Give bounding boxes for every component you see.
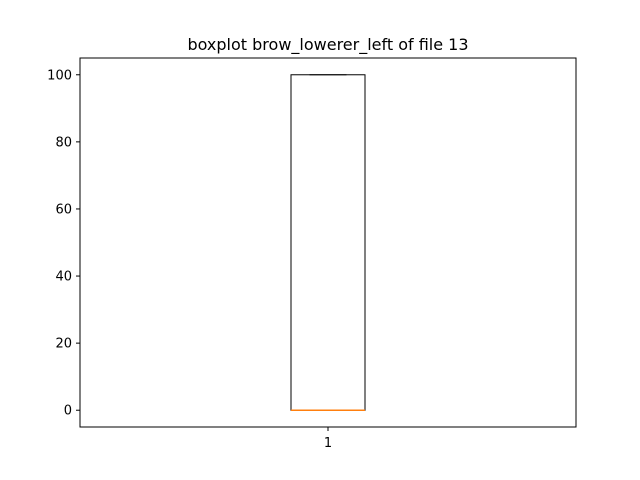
x-tick-label: 1 — [324, 436, 332, 451]
plot-area: 0 20 40 60 80 100 1 — [47, 57, 577, 451]
y-tick-label: 80 — [55, 135, 72, 150]
y-tick-label: 100 — [47, 68, 72, 83]
y-tick-label: 40 — [55, 270, 72, 285]
y-tick-label: 20 — [55, 337, 72, 352]
axes-frame — [79, 57, 577, 428]
chart-title: boxplot brow_lowerer_left of file 13 — [187, 35, 468, 55]
y-tick-label: 0 — [64, 404, 72, 419]
y-tick-label: 60 — [55, 202, 72, 217]
